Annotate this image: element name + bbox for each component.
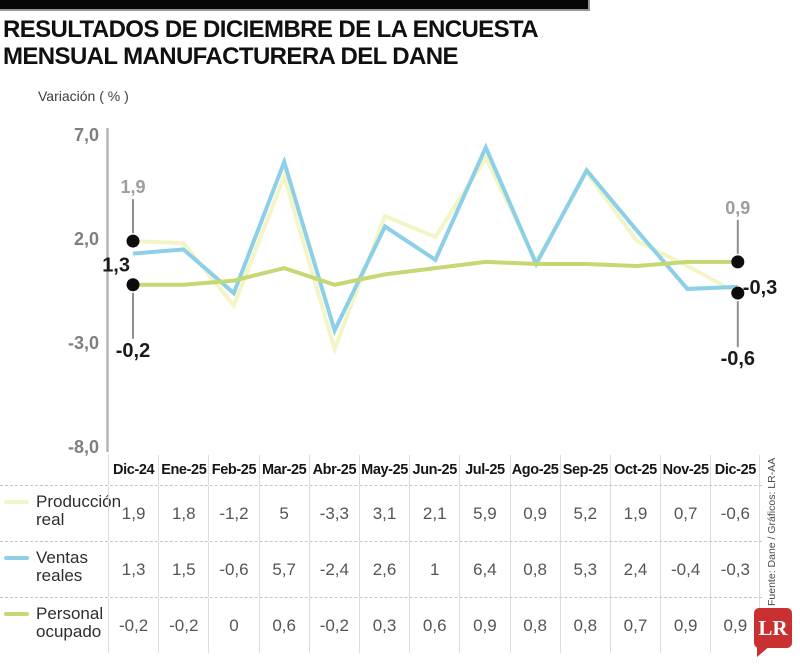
callout-label: 0,9 — [725, 198, 750, 218]
table-cell: -0,4 — [660, 542, 710, 597]
legend-label: Producción real — [36, 492, 122, 529]
masthead-bar — [0, 0, 590, 11]
table-cell: 1,9 — [108, 486, 158, 541]
column-header: Oct-25 — [609, 455, 660, 485]
data-point-dot — [731, 255, 745, 269]
table-cell: 6,4 — [459, 542, 509, 597]
legend-swatch — [4, 556, 29, 560]
table-cell: -0,2 — [158, 598, 208, 653]
page-title-line1: RESULTADOS DE DICIEMBRE DE LA ENCUESTA — [3, 16, 539, 43]
y-tick-label: -8,0 — [68, 437, 99, 457]
table-row: Personal ocupado -0,2 -0,2 0 0,6 -0,2 0,3 0,6 0,9… — [0, 597, 762, 653]
callout-label: -0,6 — [721, 348, 755, 370]
lr-logo-text: LR — [758, 615, 788, 640]
table-cell: 0,9 — [509, 486, 560, 541]
column-header: Mar-25 — [258, 455, 309, 485]
table-corner — [0, 455, 108, 485]
table-cell: 0,8 — [509, 598, 560, 653]
page-title: RESULTADOS DE DICIEMBRE DE LA ENCUESTA M… — [3, 16, 539, 70]
table-cell: 0,3 — [358, 598, 409, 653]
column-header: Abr-25 — [308, 455, 359, 485]
table-cell: -2,4 — [308, 542, 359, 597]
column-header: Dic-24 — [108, 455, 158, 485]
series-line-0 — [132, 153, 739, 356]
table-cell: 0,6 — [409, 598, 459, 653]
table-cell: 1,5 — [158, 542, 208, 597]
table-cell: 2,6 — [358, 542, 409, 597]
table-cell: 5,7 — [258, 542, 309, 597]
data-point-dot — [731, 286, 745, 300]
legend-swatch — [4, 612, 29, 616]
series-line-2 — [133, 259, 738, 287]
data-point-dot — [126, 278, 140, 292]
callout-label: -0,2 — [116, 340, 150, 362]
column-header: Sep-25 — [559, 455, 610, 485]
table-cell: 5,2 — [559, 486, 610, 541]
table-cell: -0,6 — [208, 542, 258, 597]
table-cell: 0,7 — [660, 486, 710, 541]
table-header-row: Dic-24 Ene-25 Feb-25 Mar-25 Abr-25 May-25 Jun-… — [0, 455, 762, 485]
table-cell: 5,9 — [459, 486, 509, 541]
table-cell: -0,3 — [710, 542, 761, 597]
legend-item: Ventas reales — [0, 542, 108, 597]
table-cell: -3,3 — [308, 486, 359, 541]
table-cell: 0,9 — [459, 598, 509, 653]
table-cell: 1,9 — [609, 486, 660, 541]
table-cell: 1,3 — [108, 542, 158, 597]
column-header: Ago-25 — [509, 455, 560, 485]
table-row: Producción real 1,9 1,8 -1,2 5 -3,3 3,1 2,1 5,9 0,… — [0, 485, 762, 541]
column-header: Jun-25 — [409, 455, 459, 485]
legend-item: Producción real — [0, 486, 121, 541]
table-cell: 5 — [258, 486, 309, 541]
column-header: May-25 — [358, 455, 409, 485]
data-table: Dic-24 Ene-25 Feb-25 Mar-25 Abr-25 May-25 Jun-… — [0, 455, 762, 653]
series-line-1 — [132, 142, 738, 337]
column-header: Ene-25 — [158, 455, 208, 485]
page-title-line2: MENSUAL MANUFACTURERA DEL DANE — [3, 43, 459, 70]
table-cell: 0,7 — [609, 598, 660, 653]
data-point-dot — [126, 234, 140, 248]
table-cell: 0,9 — [660, 598, 710, 653]
table-cell: 0,8 — [509, 542, 560, 597]
callout-label: -0,3 — [743, 277, 777, 299]
table-cell: -0,2 — [308, 598, 359, 653]
column-header: Dic-25 — [710, 455, 761, 485]
legend-item: Personal ocupado — [0, 598, 108, 653]
table-cell: 2,1 — [409, 486, 459, 541]
source-credit: Fuente: Dane / Gráficos: LR-AA — [766, 457, 778, 606]
table-cell: -0,6 — [710, 486, 761, 541]
table-cell: -1,2 — [208, 486, 258, 541]
table-cell: 0,6 — [258, 598, 309, 653]
table-cell: 5,3 — [559, 542, 610, 597]
table-cell: 1 — [409, 542, 459, 597]
callout-label: 1,3 — [102, 255, 130, 277]
table-row: Ventas reales 1,3 1,5 -0,6 5,7 -2,4 2,6 1 6,4 0,8 5… — [0, 541, 762, 597]
callout-label: 1,9 — [120, 177, 145, 197]
legend-label: Ventas reales — [36, 548, 88, 585]
table-cell: 0,9 — [710, 598, 761, 653]
y-tick-label: 2,0 — [74, 229, 99, 249]
column-header: Nov-25 — [660, 455, 710, 485]
table-cell: 2,4 — [609, 542, 660, 597]
y-tick-label: -3,0 — [68, 333, 99, 353]
table-cell: 1,8 — [158, 486, 208, 541]
legend-swatch — [4, 500, 29, 504]
y-axis-label: Variación ( % ) — [38, 88, 129, 104]
legend-label: Personal ocupado — [36, 604, 104, 641]
table-cell: 3,1 — [358, 486, 409, 541]
table-cell: 0,8 — [559, 598, 610, 653]
y-tick-label: 7,0 — [74, 125, 99, 145]
column-header: Feb-25 — [208, 455, 258, 485]
table-cell: 0 — [208, 598, 258, 653]
table-cell: -0,2 — [108, 598, 158, 653]
lr-logo: LR — [754, 608, 792, 657]
column-header: Jul-25 — [459, 455, 509, 485]
